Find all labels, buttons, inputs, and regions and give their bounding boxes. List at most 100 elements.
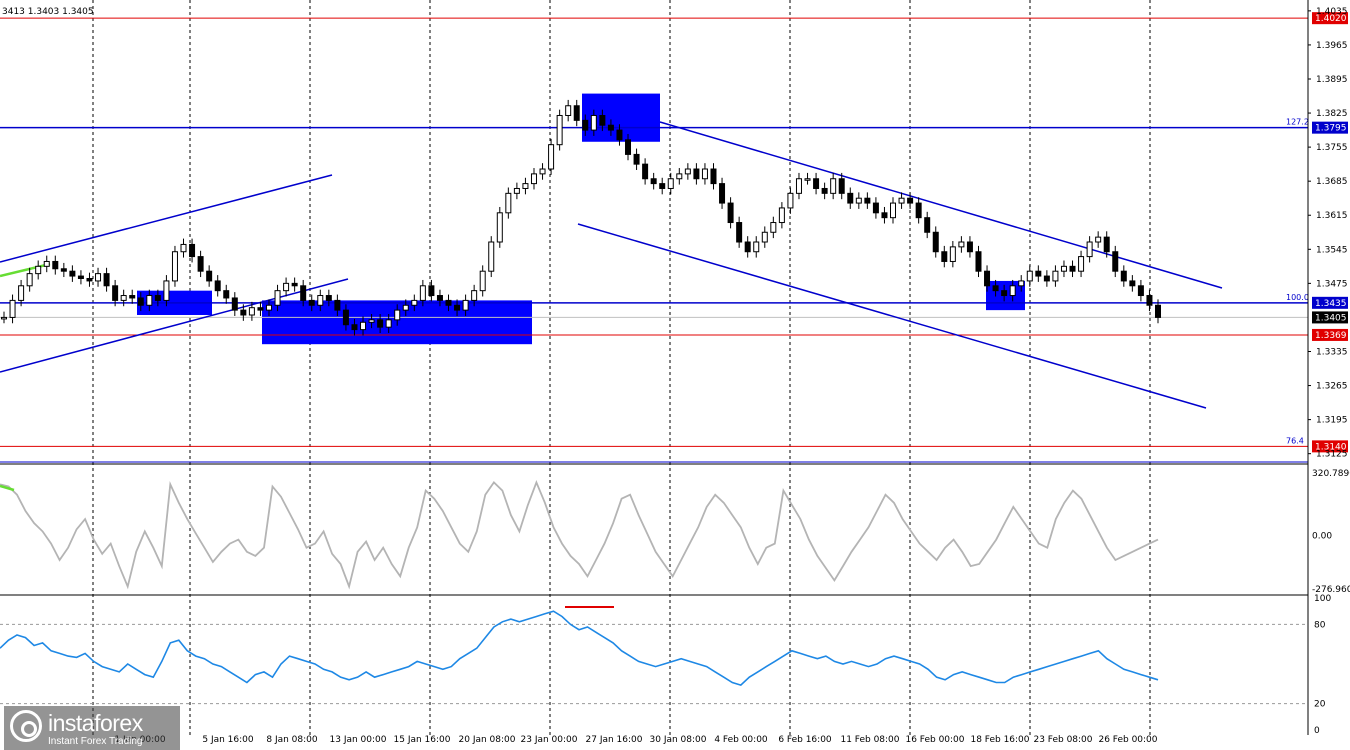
time-tick-label: 23 Feb 08:00: [1033, 735, 1092, 745]
level-price-tag: [1312, 296, 1348, 309]
candle-body: [9, 299, 16, 318]
time-tick-label: 15 Jan 16:00: [394, 735, 451, 745]
time-tick-label: 16 Feb 00:00: [905, 735, 964, 745]
price-tick-label: 1.3545: [1316, 245, 1348, 255]
candle-body: [548, 144, 555, 170]
candle-body: [265, 304, 272, 311]
candle-body: [932, 231, 939, 253]
time-tick-label: 4 Feb 00:00: [714, 735, 768, 745]
candle-body: [847, 192, 854, 204]
candle-body: [129, 295, 136, 299]
price-tick-label: 1.3265: [1316, 382, 1348, 392]
candle-body: [1009, 285, 1016, 297]
candle-body: [890, 202, 897, 219]
fib-label: 127.2: [1286, 118, 1309, 127]
rsi-tick-label: 20: [1314, 700, 1326, 710]
rsi-tick-label: 80: [1314, 620, 1326, 630]
candle-body: [719, 183, 726, 204]
candle-body: [1052, 270, 1059, 282]
level-price-label: 1.3140: [1315, 442, 1347, 452]
candle-body: [736, 222, 743, 243]
candle-body: [248, 307, 255, 316]
time-tick-label: 26 Feb 00:00: [1098, 735, 1157, 745]
rsi-line: [0, 610, 1159, 686]
time-tick-label: 27 Jan 16:00: [586, 735, 643, 745]
candle-body: [351, 324, 358, 331]
level-price-label: 1.3369: [1315, 331, 1347, 341]
candle-body: [582, 119, 589, 131]
ohlc-readout: 3413 1.3403 1.3405: [2, 7, 94, 17]
time-tick-label: 13 Jan 00:00: [330, 735, 387, 745]
price-tick-label: 1.3195: [1316, 416, 1348, 426]
candle-body: [530, 173, 537, 185]
candle-body: [445, 299, 452, 306]
candle-body: [479, 270, 486, 292]
candle-body: [872, 202, 879, 214]
candle-body: [471, 290, 478, 301]
candle-body: [1146, 295, 1153, 306]
candle-body: [52, 260, 59, 270]
cci-tick-label: -276.960: [1312, 585, 1350, 595]
candle-body: [18, 285, 25, 301]
candle-body: [163, 280, 170, 301]
candle-body: [112, 285, 119, 301]
price-tick-label: 1.3125: [1316, 450, 1348, 460]
candle-body: [240, 309, 247, 316]
candle-body: [1095, 236, 1102, 243]
candle-body: [676, 173, 683, 180]
candle-body: [86, 277, 93, 282]
candle-body: [283, 282, 290, 292]
candle-body: [915, 202, 922, 219]
candle-body: [154, 295, 161, 301]
candle-body: [573, 105, 580, 121]
level-price-tag: [1312, 311, 1348, 324]
candle-body: [949, 246, 956, 262]
candle-body: [565, 105, 572, 116]
candle-body: [1026, 270, 1033, 282]
candle-body: [898, 197, 905, 204]
candle-body: [625, 139, 632, 155]
horizontal-levels: 1.4020 1.3795 127.2 1.3435 100.0 1.3405 1.3369…: [0, 12, 1348, 453]
candle-body: [342, 309, 349, 326]
candle-body: [137, 297, 144, 306]
candle-body: [966, 241, 973, 253]
candle-body: [907, 197, 914, 204]
price-tick-label: 1.3895: [1316, 75, 1348, 85]
candle-body: [223, 290, 230, 299]
candle-body: [197, 256, 204, 272]
candle-body: [257, 307, 264, 311]
candle-body: [1120, 270, 1127, 282]
candle-body: [1069, 265, 1076, 272]
candle-body: [607, 124, 614, 131]
candle-body: [975, 251, 982, 272]
candle-body: [1043, 275, 1050, 282]
candle-body: [753, 241, 760, 253]
candle-body: [368, 319, 375, 323]
level-price-label: 1.3435: [1315, 299, 1347, 309]
candle-body: [778, 207, 785, 224]
candle-body: [180, 243, 187, 253]
level-price-label: 1.4020: [1315, 14, 1347, 24]
rsi-tick-label: 100: [1314, 594, 1331, 604]
candle-body: [171, 251, 178, 282]
candle-body: [650, 178, 657, 185]
candle-body: [556, 114, 563, 146]
candle-body: [1129, 280, 1136, 287]
candle-body: [727, 202, 734, 224]
instaforex-logo-icon: [10, 710, 42, 742]
candle-body: [761, 231, 768, 243]
candle-body: [43, 260, 50, 267]
candle-body: [1018, 280, 1025, 287]
candle-body: [642, 163, 649, 180]
candle-body: [308, 299, 315, 306]
candle-body: [291, 282, 298, 287]
candle-body: [616, 129, 623, 141]
candle-body: [701, 168, 708, 180]
candle-body: [1103, 236, 1110, 253]
candle-body: [77, 275, 84, 279]
channel-line: [0, 174, 333, 263]
candle-body: [830, 178, 837, 194]
brand-tagline: Instant Forex Trading: [48, 736, 143, 747]
